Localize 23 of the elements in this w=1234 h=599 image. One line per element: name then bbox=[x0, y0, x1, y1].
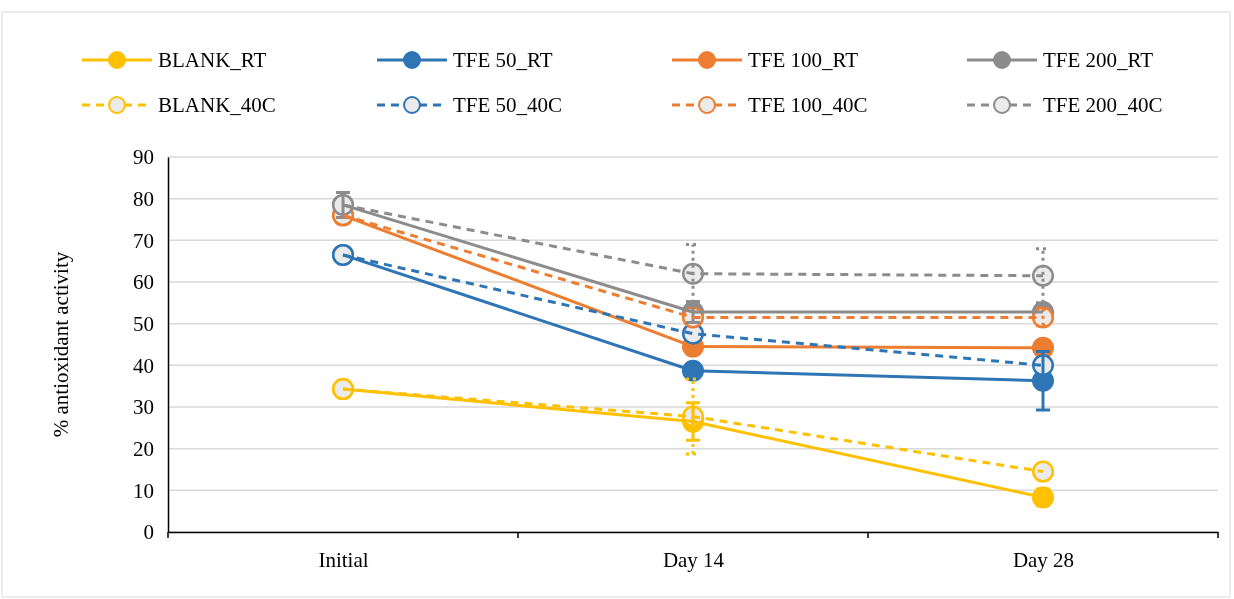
x-tick-label: Day 14 bbox=[662, 547, 725, 572]
y-axis-title: % antioxidant activity bbox=[49, 251, 73, 438]
legend-label: BLANK_RT bbox=[158, 48, 267, 72]
y-tick-label: 0 bbox=[143, 520, 154, 545]
y-tick-label: 60 bbox=[133, 270, 154, 295]
y-tick-label: 30 bbox=[133, 395, 154, 420]
legend-label: TFE 50_RT bbox=[453, 48, 553, 72]
legend-label: TFE 100_RT bbox=[748, 48, 859, 72]
legend-label: BLANK_40C bbox=[158, 93, 276, 117]
x-tick-label: Day 28 bbox=[1012, 547, 1075, 572]
y-tick-label: 50 bbox=[133, 311, 154, 336]
legend-label: TFE 200_RT bbox=[1043, 48, 1154, 72]
x-tick-label: Initial bbox=[318, 547, 369, 572]
y-tick-label: 70 bbox=[133, 228, 154, 253]
point bbox=[1031, 460, 1055, 483]
y-tick-label: 40 bbox=[133, 353, 154, 378]
y-tick-label: 10 bbox=[133, 478, 154, 503]
y-tick-label: 80 bbox=[133, 186, 154, 211]
legend-label: TFE 100_40C bbox=[748, 93, 868, 117]
y-tick-label: 20 bbox=[133, 436, 154, 461]
legend-label: TFE 200_40C bbox=[1043, 93, 1163, 117]
legend-label: TFE 50_40C bbox=[453, 93, 563, 117]
y-tick-label: 90 bbox=[133, 145, 154, 170]
